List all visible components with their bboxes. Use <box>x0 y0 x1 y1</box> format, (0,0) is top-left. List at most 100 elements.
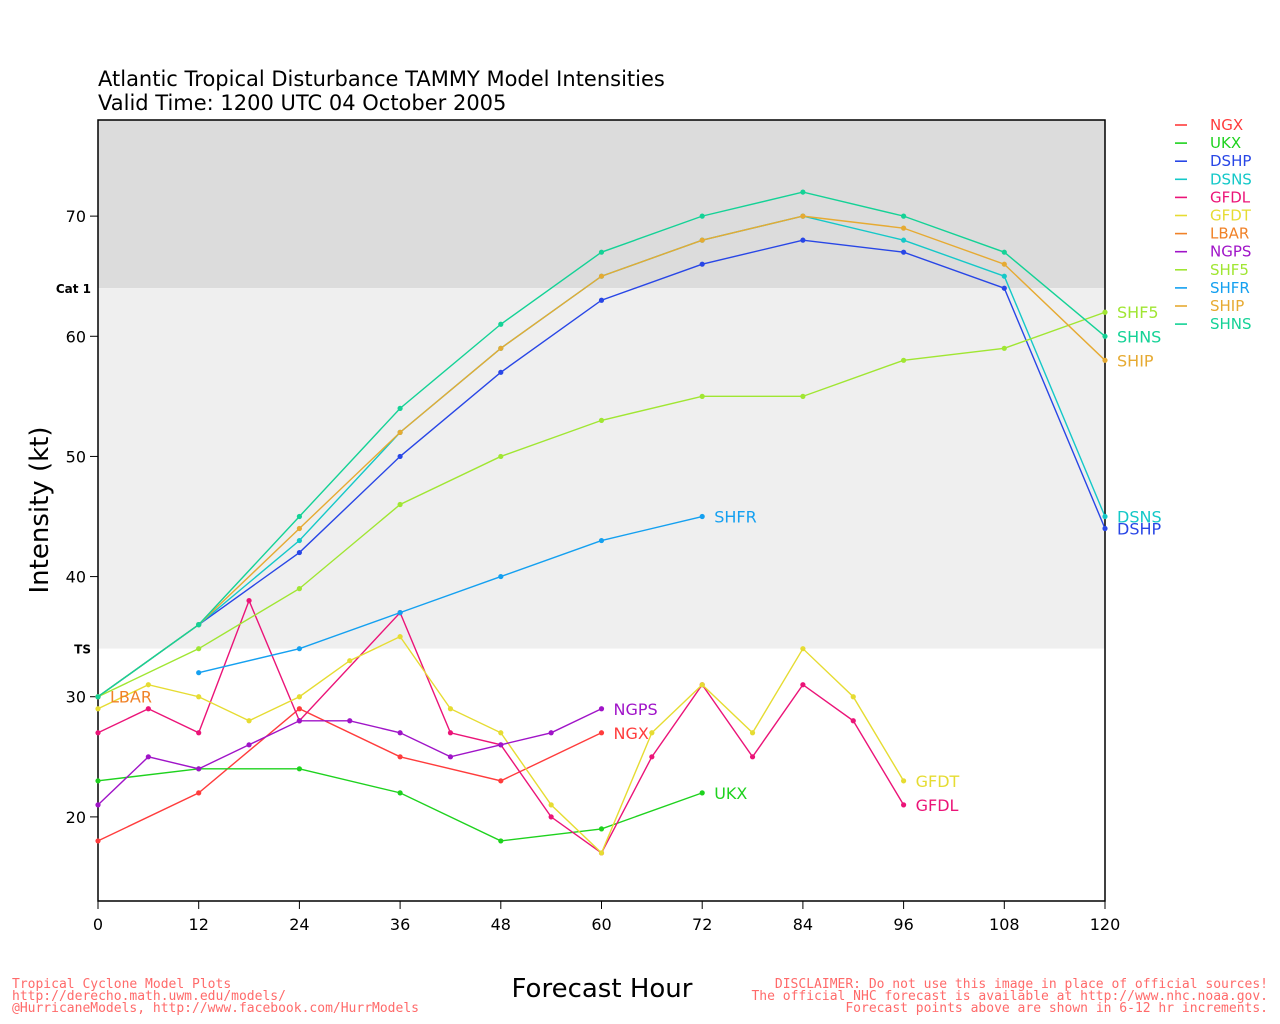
data-point <box>95 838 101 844</box>
series-end-label: LBAR <box>110 688 152 707</box>
series-end-label: NGPS <box>614 700 658 719</box>
x-tick-label: 96 <box>893 915 913 934</box>
data-point <box>498 321 504 327</box>
data-point <box>296 646 302 652</box>
data-point <box>1001 345 1007 351</box>
footer-left-line: @HurricaneModels, http://www.facebook.co… <box>12 1001 419 1016</box>
data-point <box>397 429 403 435</box>
data-point <box>397 730 403 736</box>
data-point <box>598 850 605 856</box>
band-label: Cat 1 <box>56 282 91 296</box>
footer-right-line: DISCLAIMER: Do not use this image in pla… <box>775 977 1268 992</box>
data-point <box>850 718 856 724</box>
data-point <box>196 730 202 736</box>
data-point <box>749 730 756 736</box>
data-point <box>598 417 605 423</box>
data-point <box>296 537 302 544</box>
data-point <box>498 573 504 580</box>
data-point <box>1102 357 1108 363</box>
y-tick-label: 60 <box>66 327 86 346</box>
footer-right-line: Forecast points above are shown in 6-12 … <box>845 1001 1268 1016</box>
data-point <box>800 213 806 219</box>
data-point <box>548 730 554 736</box>
series-shns <box>95 189 1108 700</box>
data-point <box>246 718 252 724</box>
data-point <box>598 826 605 832</box>
data-point <box>699 237 705 243</box>
data-point <box>498 742 504 748</box>
data-point <box>901 237 907 243</box>
data-point <box>699 513 705 520</box>
data-point <box>598 537 605 544</box>
data-point <box>649 730 655 736</box>
data-point <box>749 754 756 760</box>
legend-entry: NGPS <box>1210 243 1251 261</box>
data-point <box>196 646 202 652</box>
series-end-label: GFDT <box>916 772 960 791</box>
x-tick-label: 0 <box>93 915 103 934</box>
data-point <box>901 225 907 231</box>
data-point <box>901 802 907 808</box>
data-point <box>95 778 101 784</box>
legend-entry: UKX <box>1210 134 1241 152</box>
data-point <box>649 754 655 760</box>
x-tick-label: 84 <box>793 915 813 934</box>
data-point <box>598 730 605 736</box>
series-end-label: SHNS <box>1117 327 1161 346</box>
legend-entry: SHF5 <box>1210 261 1249 279</box>
data-point <box>447 706 454 712</box>
data-point <box>397 754 403 760</box>
series-ngps <box>95 706 605 808</box>
x-tick-label: 60 <box>591 915 611 934</box>
legend-entry: LBAR <box>1210 225 1249 243</box>
data-point <box>598 706 605 712</box>
legend: NGXUKXDSHPDSNSGFDLGFDTLBARNGPSSHF5SHFRSH… <box>1175 116 1252 333</box>
series-end-label: DSHP <box>1117 520 1162 539</box>
data-point <box>598 297 605 303</box>
data-point <box>95 694 101 700</box>
data-point <box>699 790 705 796</box>
data-point <box>95 730 101 736</box>
data-point <box>196 622 202 628</box>
series-end-label: GFDL <box>916 796 959 815</box>
data-point <box>1102 513 1108 520</box>
chart-title: Atlantic Tropical Disturbance TAMMY Mode… <box>98 67 665 91</box>
x-tick-label: 108 <box>989 915 1020 934</box>
data-point <box>196 694 202 700</box>
data-point <box>296 694 302 700</box>
data-point <box>397 790 403 796</box>
data-point <box>699 682 705 688</box>
data-point <box>548 814 554 820</box>
data-point <box>447 730 454 736</box>
data-point <box>498 453 504 460</box>
data-point <box>901 249 907 255</box>
legend-entry: SHIP <box>1210 297 1244 315</box>
data-point <box>1102 309 1108 315</box>
series-layer <box>95 189 1108 856</box>
footer-left: Tropical Cyclone Model Plots http://dere… <box>12 977 419 1016</box>
legend-entry: DSNS <box>1210 170 1252 188</box>
data-point <box>800 189 806 195</box>
series-end-label: UKX <box>714 784 747 803</box>
x-tick-label: 12 <box>189 915 209 934</box>
x-tick-label: 36 <box>390 915 410 934</box>
data-point <box>145 682 151 688</box>
data-point <box>901 213 907 219</box>
data-point <box>598 273 605 279</box>
y-tick-label: 40 <box>66 568 86 587</box>
data-point <box>1001 285 1007 291</box>
legend-entry: GFDL <box>1210 188 1251 206</box>
footer-left-line: http://derecho.math.uwm.edu/models/ <box>12 989 286 1004</box>
data-point <box>145 706 151 712</box>
data-point <box>548 802 554 808</box>
data-point <box>246 742 252 748</box>
data-point <box>1102 333 1108 339</box>
data-point <box>800 393 806 399</box>
data-point <box>196 670 202 676</box>
x-tick-label: 120 <box>1090 915 1121 934</box>
legend-entry: GFDT <box>1210 207 1252 225</box>
data-point <box>447 754 454 760</box>
series-line <box>198 515 703 674</box>
